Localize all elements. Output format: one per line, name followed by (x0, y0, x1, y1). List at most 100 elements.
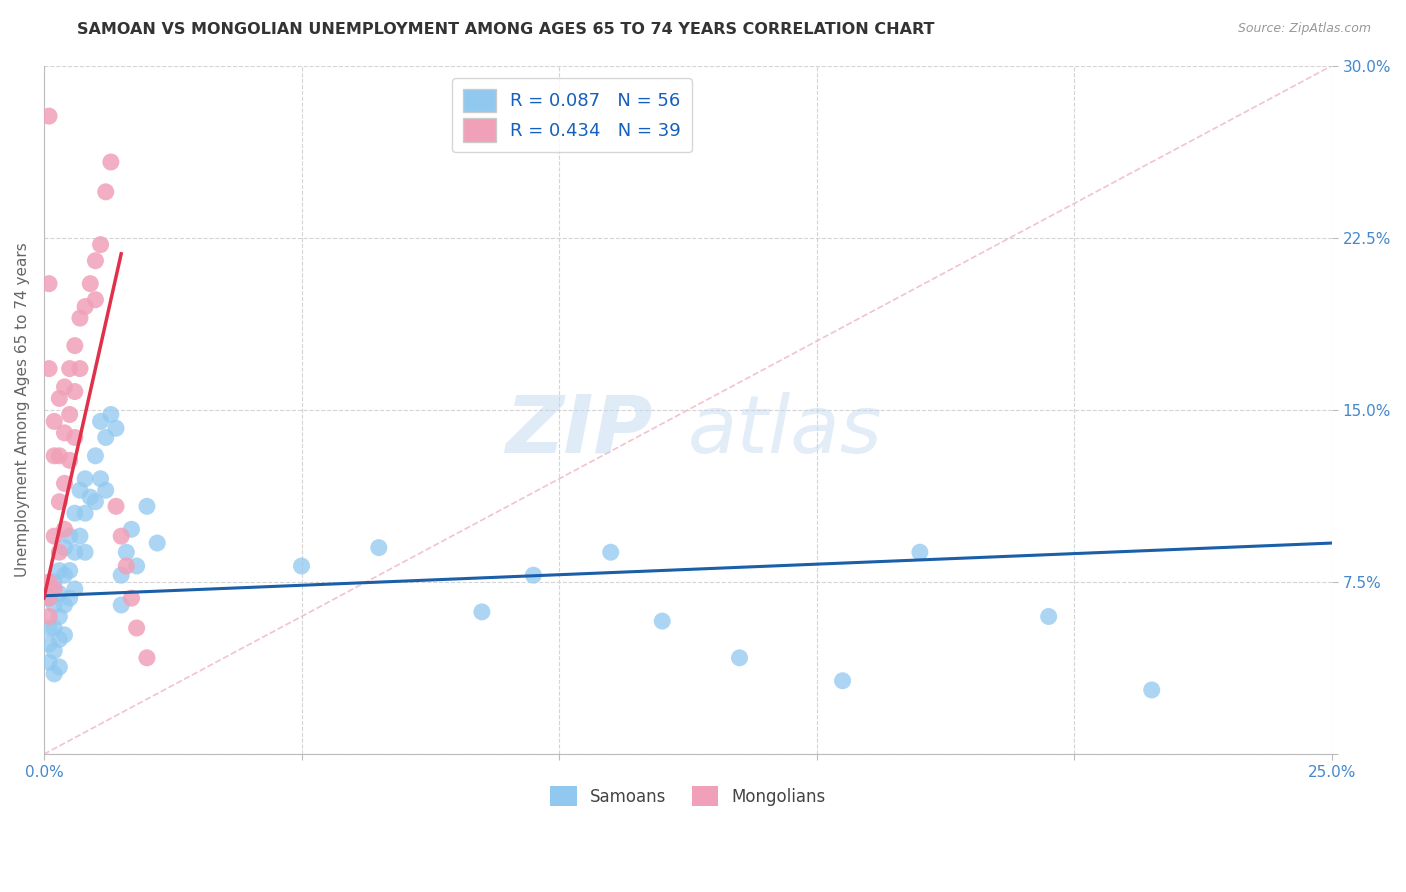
Point (59, 408, 82, 422)
Text: Source: ZipAtlas.com: Source: ZipAtlas.com (1237, 22, 1371, 36)
Point (48, 609, 70, 624)
Point (110, 568, 132, 582)
Point (94, 185, 117, 199)
Text: atlas: atlas (688, 392, 882, 469)
Point (115, 559, 138, 574)
Point (44, 666, 66, 681)
Point (44, 644, 66, 658)
Point (90, 237, 112, 252)
Point (63, 384, 86, 399)
Point (63, 506, 86, 520)
Point (110, 598, 132, 612)
Point (75, 506, 97, 520)
Point (471, 605, 494, 619)
Point (44, 598, 66, 612)
Point (44, 529, 66, 543)
Point (125, 621, 148, 635)
Point (38, 575, 60, 590)
Point (599, 545, 621, 559)
Point (38, 637, 60, 651)
Point (110, 529, 132, 543)
Point (94, 483, 117, 498)
Point (121, 522, 143, 536)
Point (105, 421, 128, 435)
Point (38, 591, 60, 606)
Point (69, 529, 91, 543)
Point (48, 449, 70, 463)
Point (121, 591, 143, 606)
Point (94, 430, 117, 444)
Point (48, 564, 70, 578)
Point (75, 300, 97, 314)
Point (38, 591, 60, 606)
Point (48, 660, 70, 674)
Text: ZIP: ZIP (505, 392, 652, 469)
Point (136, 500, 159, 514)
Point (63, 582, 86, 596)
Point (48, 494, 70, 508)
Point (79, 490, 101, 504)
Point (290, 559, 312, 574)
Point (69, 311, 91, 326)
Point (651, 614, 673, 628)
Point (59, 564, 82, 578)
Point (38, 656, 60, 670)
Point (59, 529, 82, 543)
Point (831, 673, 853, 688)
Point (38, 609, 60, 624)
Point (44, 575, 66, 590)
Point (63, 338, 86, 352)
Point (59, 591, 82, 606)
Point (44, 449, 66, 463)
Point (38, 361, 60, 376)
Point (38, 109, 60, 123)
Point (53, 522, 76, 536)
Point (53, 425, 76, 440)
Point (100, 408, 122, 422)
Point (90, 414, 112, 428)
Text: SAMOAN VS MONGOLIAN UNEMPLOYMENT AMONG AGES 65 TO 74 YEARS CORRELATION CHART: SAMOAN VS MONGOLIAN UNEMPLOYMENT AMONG A… (77, 22, 935, 37)
Point (1038, 609, 1060, 624)
Point (53, 628, 76, 642)
Point (53, 541, 76, 555)
Point (84, 293, 107, 307)
Point (44, 621, 66, 635)
Point (63, 430, 86, 444)
Point (75, 472, 97, 486)
Point (53, 380, 76, 394)
Point (84, 449, 107, 463)
Point (100, 155, 122, 169)
Point (38, 621, 60, 635)
Point (84, 494, 107, 508)
Point (1140, 682, 1163, 697)
Point (48, 545, 70, 559)
Point (146, 536, 169, 550)
Point (48, 392, 70, 406)
Point (63, 545, 86, 559)
Point (75, 545, 97, 559)
Point (90, 472, 112, 486)
Point (48, 632, 70, 647)
Point (44, 582, 66, 596)
Point (69, 483, 91, 498)
Legend: Samoans, Mongolians: Samoans, Mongolians (541, 778, 834, 814)
Point (367, 541, 389, 555)
Point (53, 598, 76, 612)
Point (53, 568, 76, 582)
Point (115, 545, 138, 559)
Point (125, 559, 148, 574)
Point (44, 414, 66, 428)
Point (59, 361, 82, 376)
Point (84, 253, 107, 268)
Point (728, 650, 751, 665)
Point (105, 500, 128, 514)
Point (48, 586, 70, 600)
Point (522, 568, 544, 582)
Point (79, 277, 101, 291)
Point (69, 361, 91, 376)
Point (38, 277, 60, 291)
Point (59, 453, 82, 467)
Point (136, 650, 159, 665)
Point (908, 545, 931, 559)
Point (53, 476, 76, 491)
